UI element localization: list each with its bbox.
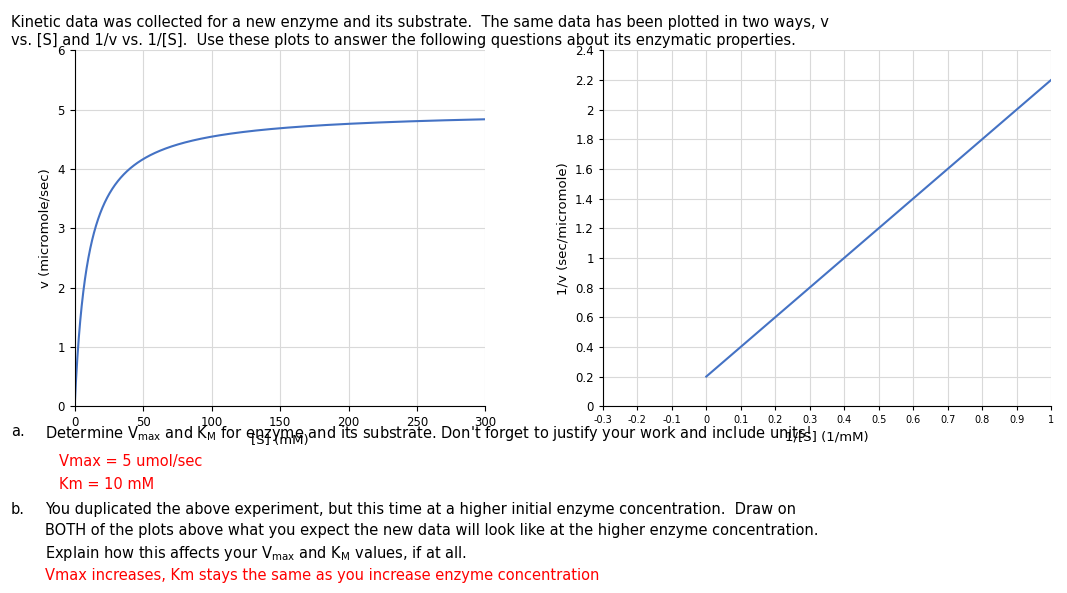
Text: BOTH of the plots above what you expect the new data will look like at the highe: BOTH of the plots above what you expect … <box>45 523 818 538</box>
Text: Vmax increases, Km stays the same as you increase enzyme concentration: Vmax increases, Km stays the same as you… <box>45 568 600 582</box>
Text: a.: a. <box>11 424 25 439</box>
Text: b.: b. <box>11 502 25 517</box>
Text: Kinetic data was collected for a new enzyme and its substrate.  The same data ha: Kinetic data was collected for a new enz… <box>11 15 829 30</box>
Text: vs. [S] and 1/v vs. 1/[S].  Use these plots to answer the following questions ab: vs. [S] and 1/v vs. 1/[S]. Use these plo… <box>11 33 796 47</box>
Text: Km = 10 mM: Km = 10 mM <box>59 477 154 492</box>
X-axis label: [S] (mM): [S] (mM) <box>251 435 309 448</box>
Y-axis label: 1/v (sec/micromole): 1/v (sec/micromole) <box>557 162 570 295</box>
Text: Vmax = 5 umol/sec: Vmax = 5 umol/sec <box>59 454 202 468</box>
Text: Explain how this affects your V$_{\rm max}$ and K$_{\rm M}$ values, if at all.: Explain how this affects your V$_{\rm ma… <box>45 544 466 563</box>
Text: You duplicated the above experiment, but this time at a higher initial enzyme co: You duplicated the above experiment, but… <box>45 502 796 517</box>
X-axis label: 1/[S] (1/mM): 1/[S] (1/mM) <box>785 431 869 444</box>
Text: Determine V$_{\rm max}$ and K$_{\rm M}$ for enzyme and its substrate. Don't forg: Determine V$_{\rm max}$ and K$_{\rm M}$ … <box>45 424 811 443</box>
Y-axis label: v (micromole/sec): v (micromole/sec) <box>38 168 52 288</box>
